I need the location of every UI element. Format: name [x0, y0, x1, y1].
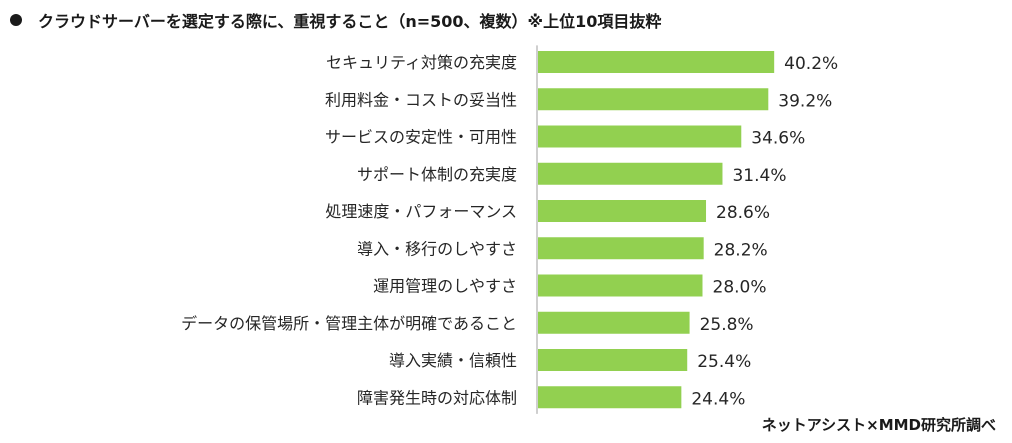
bar [538, 51, 775, 73]
category-label: 利用料金・コストの妥当性 [325, 90, 517, 109]
category-label: 障害発生時の対応体制 [357, 388, 517, 407]
category-label: 運用管理のしやすさ [373, 277, 517, 296]
category-label: サポート体制の充実度 [357, 165, 517, 184]
data-label: 31.4% [732, 166, 786, 186]
data-label: 39.2% [778, 91, 832, 111]
category-label: 導入実績・信頼性 [389, 351, 517, 370]
title-bullet-icon [10, 14, 22, 26]
bar [538, 311, 690, 334]
data-label: 25.8% [700, 315, 754, 335]
data-label: 28.0% [713, 278, 767, 298]
bar [538, 200, 707, 222]
chart-title: クラウドサーバーを選定する際に、重視すること（n=500、複数）※上位10項目抜… [38, 12, 662, 31]
data-label: 25.4% [697, 352, 751, 372]
category-label: サービスの安定性・可用性 [325, 128, 517, 147]
source-credit: ネットアシスト×MMD研究所調べ [761, 416, 996, 434]
data-label: 28.2% [714, 240, 768, 260]
category-label: セキュリティ対策の充実度 [326, 53, 517, 72]
data-label: 24.4% [691, 389, 745, 409]
data-label: 40.2% [784, 54, 838, 74]
bar [538, 162, 723, 185]
bar [538, 386, 682, 409]
category-label: 処理速度・パフォーマンス [325, 202, 517, 221]
bar [538, 274, 703, 297]
bar [538, 349, 688, 371]
data-label: 34.6% [751, 129, 805, 149]
bar [538, 125, 742, 148]
data-label: 28.6% [716, 203, 770, 223]
category-label: 導入・移行のしやすさ [357, 239, 517, 258]
bar [538, 237, 704, 260]
category-label: データの保管場所・管理主体が明確であること [181, 314, 517, 333]
bar [538, 88, 769, 111]
chart-title-row: クラウドサーバーを選定する際に、重視すること（n=500、複数）※上位10項目抜… [10, 6, 661, 34]
